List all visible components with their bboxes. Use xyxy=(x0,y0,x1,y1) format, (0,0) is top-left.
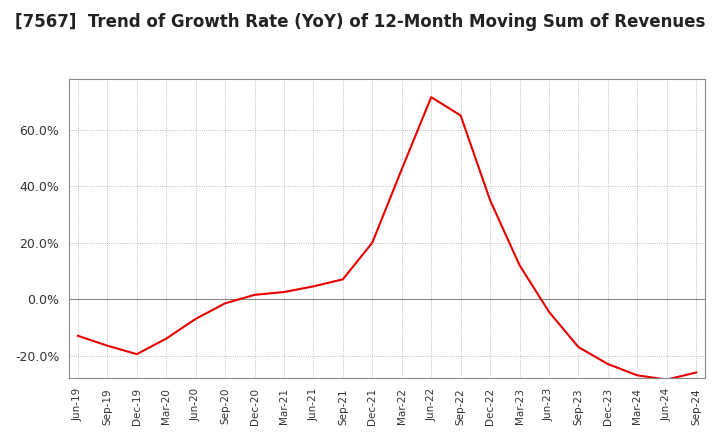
Text: [7567]  Trend of Growth Rate (YoY) of 12-Month Moving Sum of Revenues: [7567] Trend of Growth Rate (YoY) of 12-… xyxy=(15,13,705,31)
